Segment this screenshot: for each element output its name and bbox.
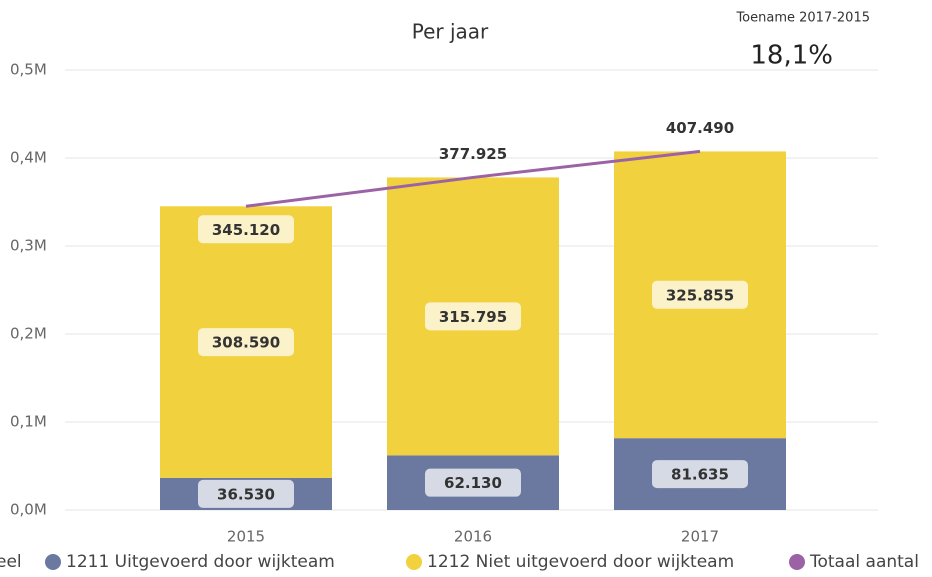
data-label: 377.925 [439,145,507,163]
y-tick-label: 0,0M [10,501,47,519]
data-label-box [425,468,521,497]
x-tick-label: 2016 [454,528,492,546]
kpi-value: 18,1% [750,41,833,71]
data-label-box [198,215,294,244]
data-label: 62.130 [444,474,502,492]
data-label: 36.530 [217,485,275,503]
legend-marker [406,554,422,570]
data-label-box [198,479,294,508]
y-tick-label: 0,4M [10,149,47,167]
x-tick-label: 2017 [681,528,719,546]
data-label: 315.795 [439,308,507,326]
data-label: 308.590 [212,334,280,352]
y-tick-label: 0,1M [10,413,47,431]
line [245,149,701,208]
data-label: 325.855 [666,286,734,304]
y-tick-label: 0,5M [10,61,47,79]
data-label: 407.490 [666,119,734,137]
data-label-box [198,328,294,357]
data-label-box [652,460,748,489]
legend-label: 1212 Niet uitgevoerd door wijkteam [427,552,734,572]
legend-label: Totaal aantal [809,552,919,572]
data-label: 81.635 [671,466,729,484]
x-tick-label: 2015 [227,528,265,546]
legend-marker [789,554,805,570]
kpi-title: Toename 2017-2015 [735,11,870,26]
legend-marker [45,554,61,570]
y-tick-label: 0,3M [10,237,47,255]
data-label-box [425,302,521,331]
data-label: 345.120 [212,221,280,239]
y-tick-label: 0,2M [10,325,47,343]
data-label-box [652,280,748,309]
legend-label: 1211 Uitgevoerd door wijkteam [66,552,335,572]
legend-title: eel [0,552,22,572]
chart-title: Per jaar [412,20,489,44]
